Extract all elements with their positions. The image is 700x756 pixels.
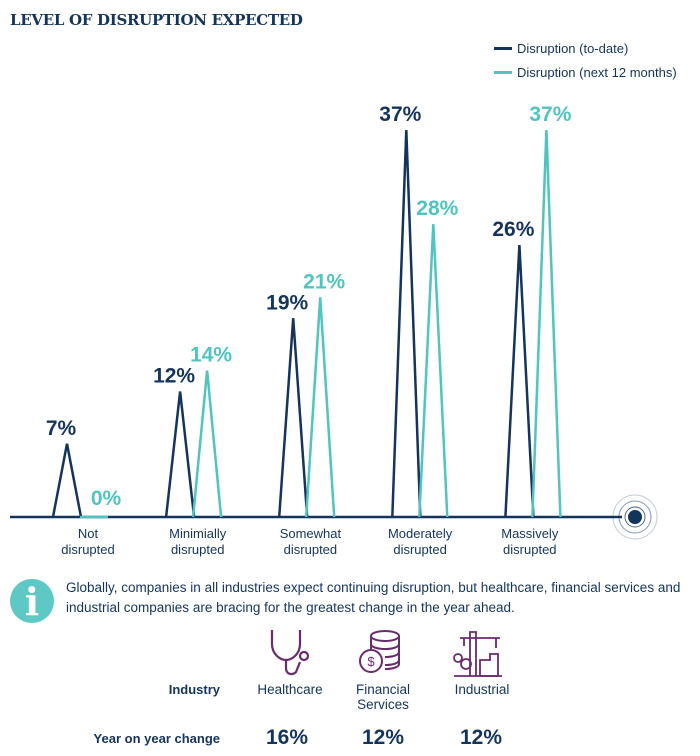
data-label: 37% bbox=[379, 103, 421, 126]
data-label: 37% bbox=[529, 103, 571, 126]
info-note: Globally, companies in all industries ex… bbox=[66, 580, 681, 615]
data-label: 12% bbox=[153, 364, 195, 387]
legend-item-to-date: Disruption (to-date) bbox=[494, 36, 677, 60]
data-label: 21% bbox=[303, 270, 345, 293]
target-ring bbox=[612, 494, 658, 540]
category-label: disrupted bbox=[393, 542, 446, 557]
change-row-label: Year on year change bbox=[93, 731, 220, 746]
spike-0-3 bbox=[391, 129, 422, 518]
legend-label: Disruption (to-date) bbox=[517, 40, 629, 56]
spike-0-4 bbox=[504, 244, 535, 518]
category-label: Moderately bbox=[388, 526, 453, 541]
change-healthcare: 16% bbox=[265, 726, 309, 749]
target-ring bbox=[624, 506, 646, 528]
coins-dollar-icon: $ bbox=[359, 630, 400, 673]
chart-svg: 7%12%19%37%26%0%14%21%28%37%Notdisrupted… bbox=[10, 103, 658, 557]
category-label: disrupted bbox=[503, 542, 556, 557]
category-label: Not bbox=[78, 526, 99, 541]
data-label: 28% bbox=[416, 197, 458, 220]
target-dot bbox=[628, 510, 642, 524]
legend-label: Disruption (next 12 months) bbox=[517, 64, 677, 80]
data-label: 26% bbox=[492, 218, 534, 241]
category-label: Somewhat bbox=[280, 526, 342, 541]
legend-item-next-12-months: Disruption (next 12 months) bbox=[494, 60, 677, 84]
target-ring bbox=[618, 500, 652, 534]
data-label: 7% bbox=[46, 417, 77, 440]
industry-industrial: Industrial bbox=[454, 682, 510, 697]
change-financial-services: 12% bbox=[361, 726, 405, 749]
legend-swatch bbox=[494, 70, 512, 74]
info-icon: i bbox=[10, 579, 54, 624]
industry-financial-services: Financial Services bbox=[355, 682, 411, 712]
spike-1-2 bbox=[304, 297, 336, 518]
spike-1-1 bbox=[191, 370, 223, 518]
spike-0-2 bbox=[277, 318, 309, 518]
category-label: Minimially bbox=[169, 526, 227, 541]
chart-title: LEVEL OF DISRUPTION EXPECTED bbox=[10, 11, 303, 29]
factory-crane-icon bbox=[453, 631, 502, 677]
spike-0-1 bbox=[164, 391, 196, 518]
data-label: 0% bbox=[91, 487, 122, 510]
legend-swatch bbox=[494, 46, 512, 50]
category-label: disrupted bbox=[284, 542, 337, 557]
industry-row-label: Industry bbox=[168, 682, 220, 697]
category-label: Massively bbox=[501, 526, 559, 541]
spike-0-0 bbox=[51, 443, 83, 518]
spike-1-3 bbox=[418, 224, 449, 518]
category-label: disrupted bbox=[61, 542, 114, 557]
svg-text:$: $ bbox=[367, 654, 375, 669]
data-label: 19% bbox=[266, 291, 308, 314]
legend: Disruption (to-date) Disruption (next 12… bbox=[494, 36, 677, 84]
spike-1-4 bbox=[531, 129, 562, 518]
category-label: disrupted bbox=[171, 542, 224, 557]
data-label: 14% bbox=[190, 344, 232, 367]
change-industrial: 12% bbox=[459, 726, 503, 749]
stethoscope-icon bbox=[270, 630, 310, 676]
industry-healthcare: Healthcare bbox=[257, 682, 323, 697]
